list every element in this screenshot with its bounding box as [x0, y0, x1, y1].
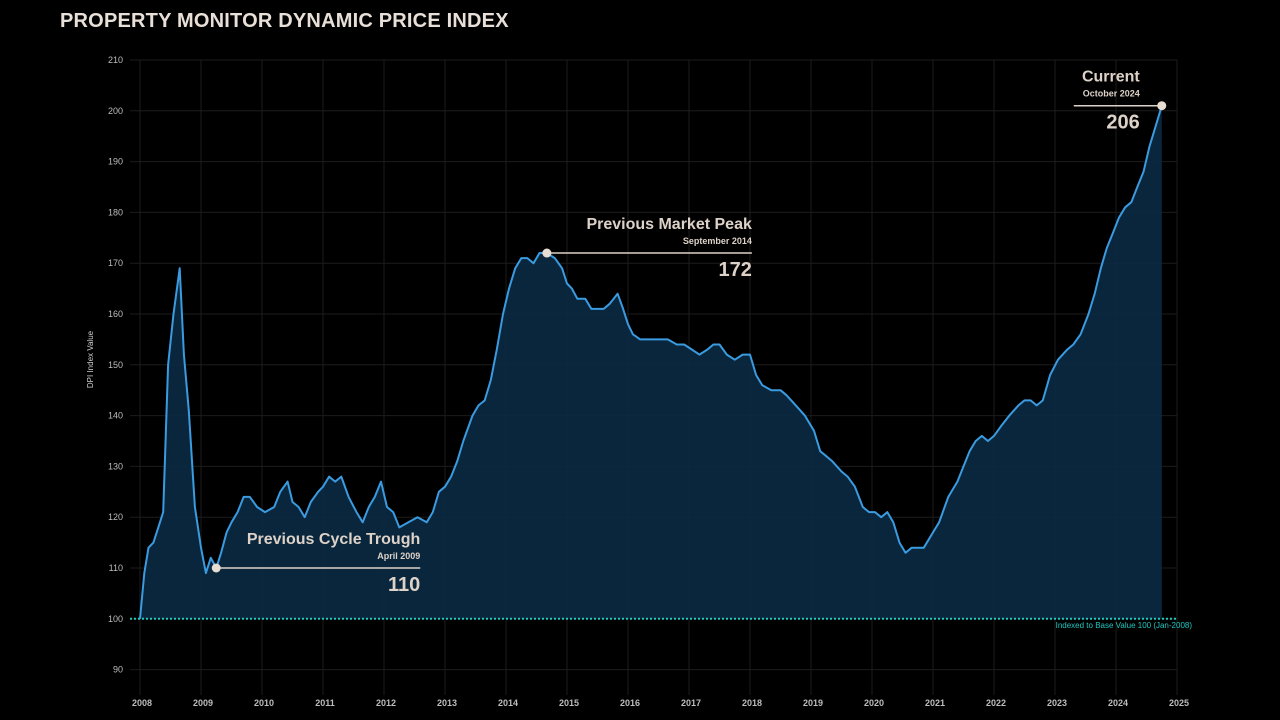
x-tick-label: 2009 — [193, 698, 213, 708]
x-tick-label: 2010 — [254, 698, 274, 708]
x-tick-label: 2011 — [315, 698, 335, 708]
price-area — [140, 105, 1162, 619]
x-tick-label: 2022 — [986, 698, 1006, 708]
chart-title: PROPERTY MONITOR DYNAMIC PRICE INDEX — [60, 10, 509, 32]
x-tick-label: 2021 — [925, 698, 945, 708]
x-tick-label: 2008 — [132, 698, 152, 708]
baseline-label: Indexed to Base Value 100 (Jan-2008) — [1056, 621, 1193, 630]
annotation-marker — [211, 563, 221, 573]
annotation-title: Previous Market Peak — [586, 216, 752, 233]
x-tick-label: 2020 — [864, 698, 884, 708]
x-tick-label: 2016 — [620, 698, 640, 708]
price-line — [139, 105, 1163, 619]
annotation-value: 206 — [1106, 112, 1139, 134]
y-tick-label: 150 — [108, 360, 123, 370]
x-tick-label: 2013 — [437, 698, 457, 708]
y-axis-label: DPI Index Value — [86, 330, 95, 388]
annotation-date: September 2014 — [683, 236, 752, 246]
x-tick-label: 2012 — [376, 698, 396, 708]
x-tick-label: 2025 — [1169, 698, 1189, 708]
annotation-title: Current — [1082, 69, 1140, 86]
y-tick-label: 200 — [108, 106, 123, 116]
annotation-marker — [542, 248, 552, 258]
annotation-value: 110 — [388, 574, 420, 596]
x-tick-label: 2015 — [559, 698, 579, 708]
y-tick-label: 160 — [108, 309, 123, 319]
x-tick-label: 2017 — [681, 698, 701, 708]
annotation-marker — [1157, 101, 1167, 111]
x-tick-label: 2024 — [1108, 698, 1128, 708]
annotation-date: April 2009 — [377, 551, 420, 561]
x-tick-label: 2018 — [742, 698, 762, 708]
annotation-title: Previous Cycle Trough — [247, 531, 420, 548]
y-tick-label: 210 — [108, 55, 123, 65]
y-tick-label: 110 — [109, 563, 123, 573]
y-tick-label: 140 — [108, 411, 123, 421]
y-tick-label: 180 — [108, 207, 123, 217]
y-tick-label: 100 — [108, 614, 123, 624]
annotation-value: 172 — [718, 259, 751, 281]
y-tick-label: 120 — [108, 512, 123, 522]
y-tick-label: 90 — [113, 665, 123, 675]
y-tick-label: 170 — [108, 258, 123, 268]
x-tick-label: 2023 — [1047, 698, 1067, 708]
x-tick-label: 2019 — [803, 698, 823, 708]
y-tick-label: 130 — [108, 461, 123, 471]
x-tick-label: 2014 — [498, 698, 518, 708]
annotation-date: October 2024 — [1083, 89, 1140, 99]
y-tick-label: 190 — [108, 157, 123, 167]
